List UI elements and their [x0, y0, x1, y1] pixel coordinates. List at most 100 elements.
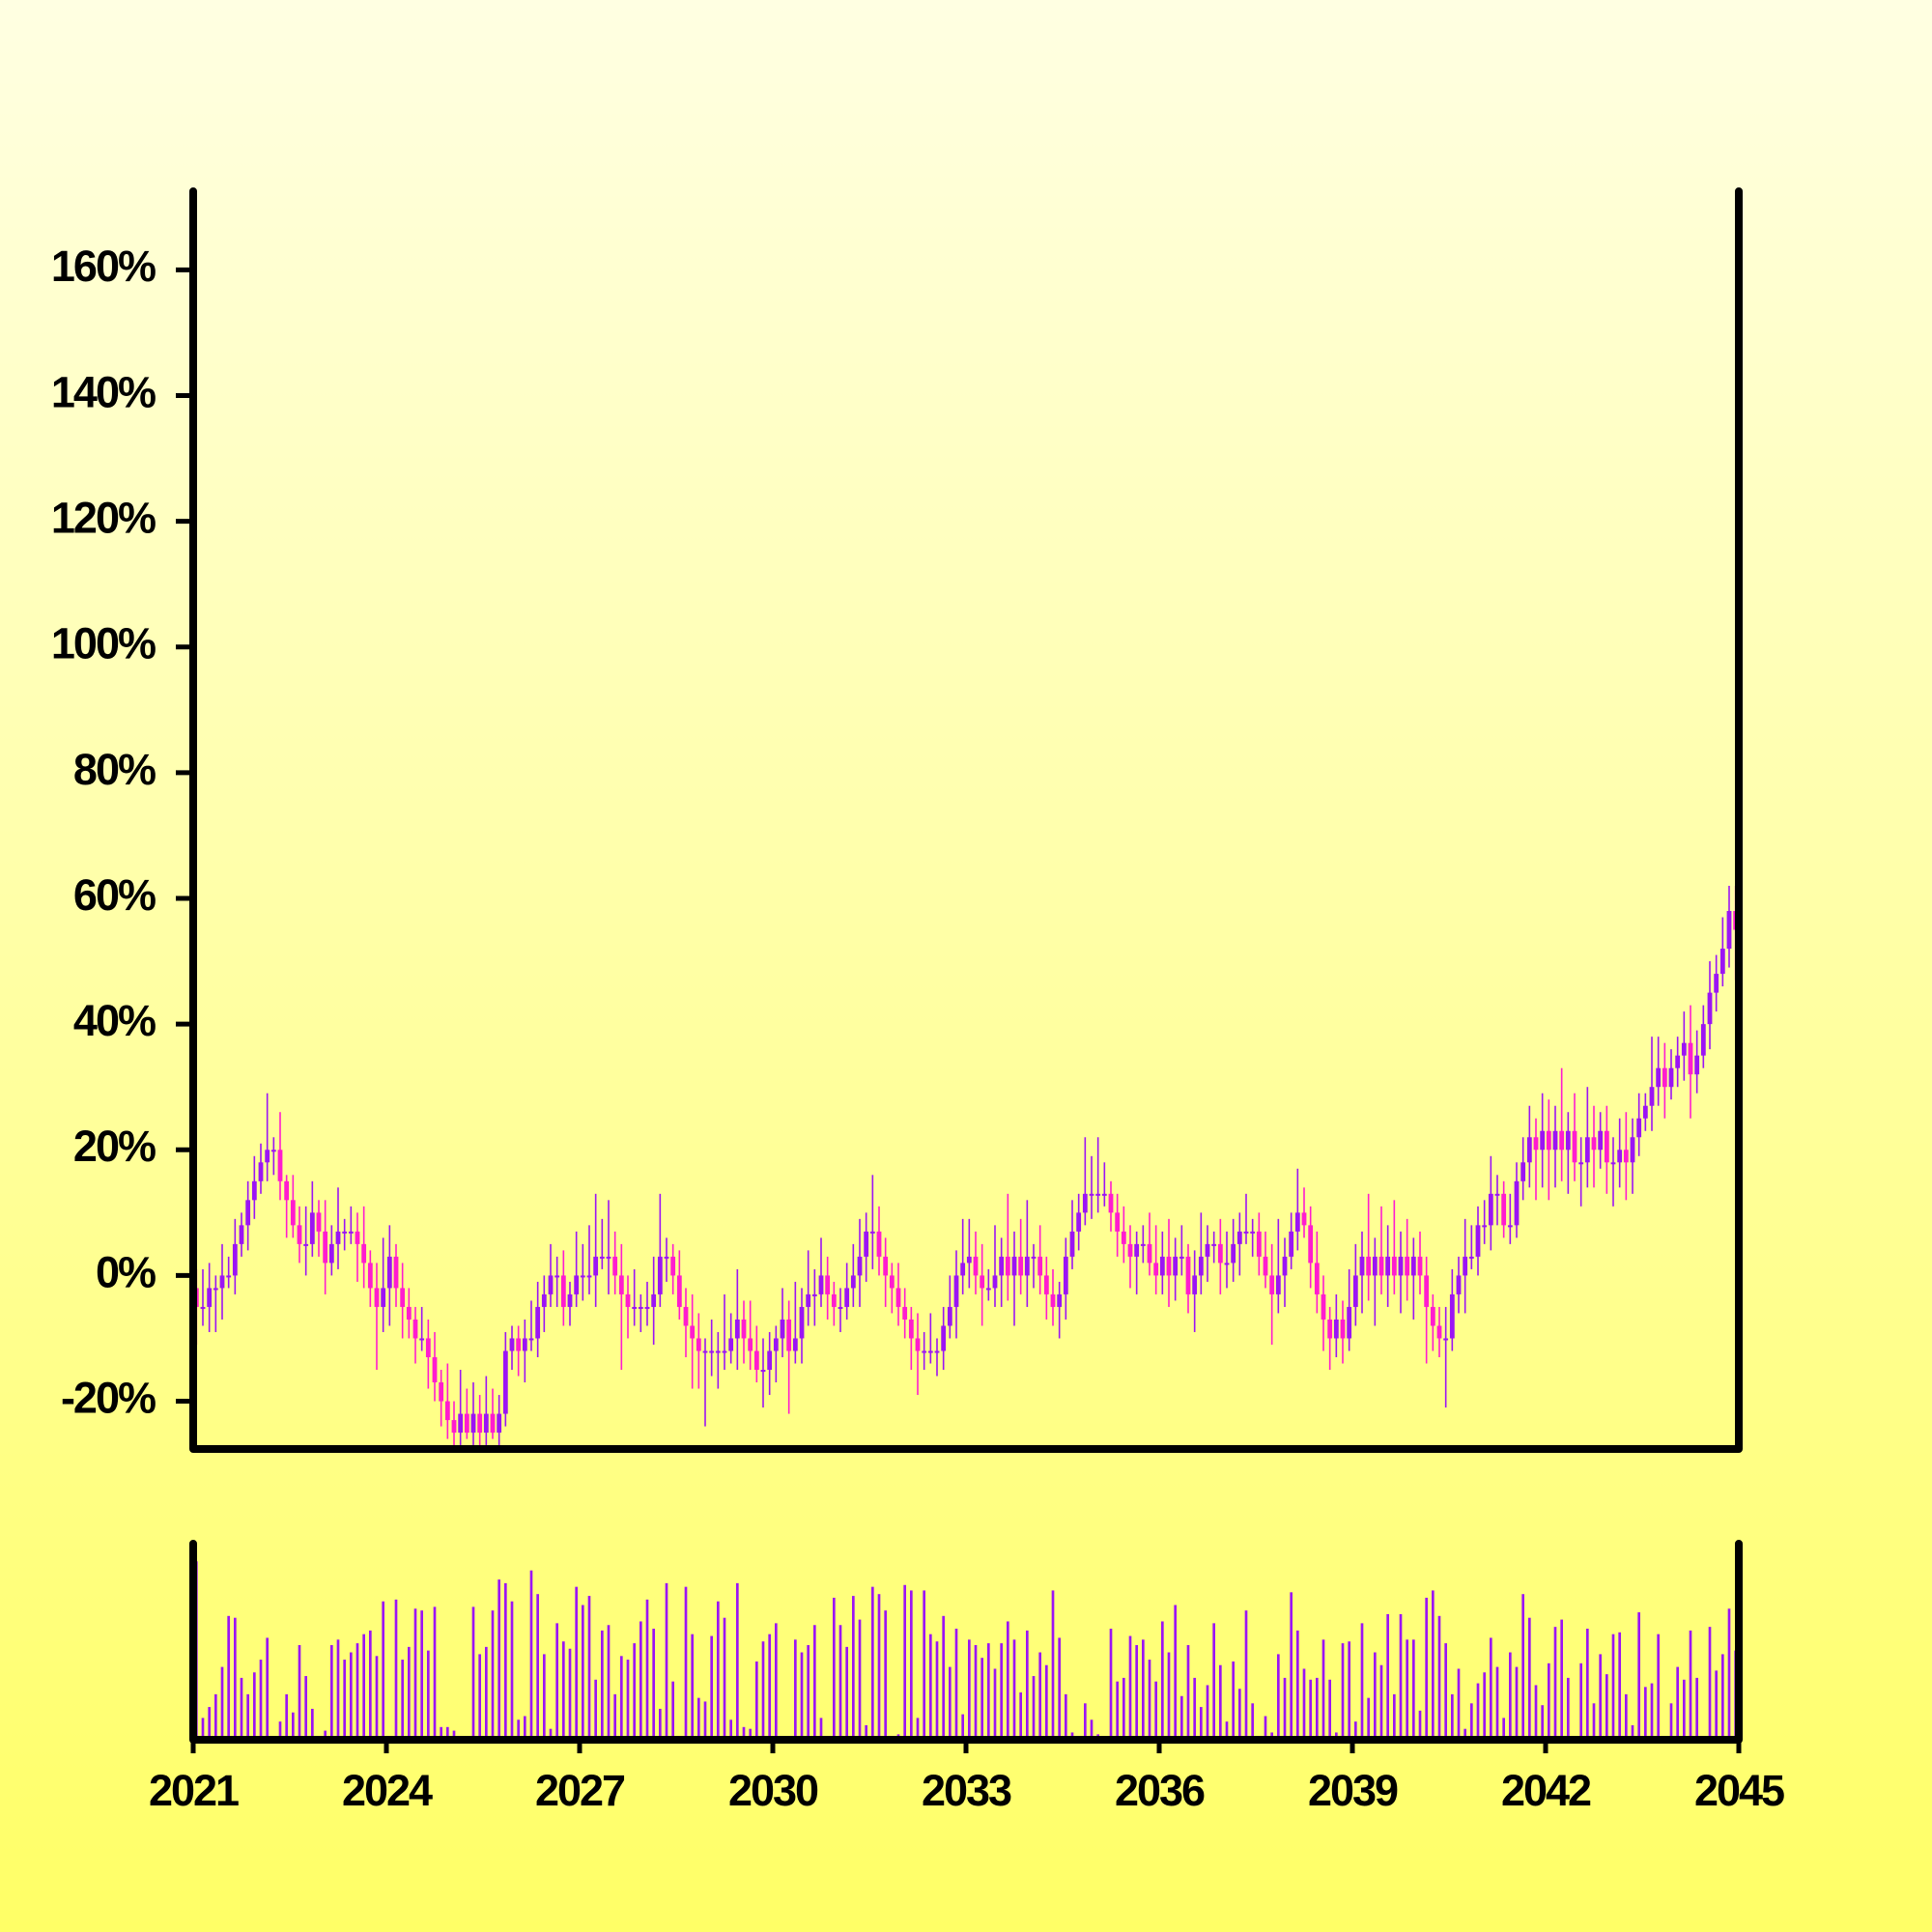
volume-bar — [1019, 1691, 1022, 1740]
volume-bar — [1219, 1664, 1222, 1740]
candle-body — [477, 1413, 483, 1434]
volume-bar — [1463, 1728, 1466, 1740]
candle-body — [400, 1288, 406, 1307]
volume-bar — [1379, 1664, 1383, 1740]
volume-bar — [1618, 1632, 1621, 1740]
candle-body — [638, 1306, 643, 1309]
volume-bar — [1367, 1697, 1370, 1740]
candle-body — [1430, 1306, 1435, 1326]
volume-bar — [1026, 1630, 1029, 1740]
candle-body — [1236, 1231, 1242, 1244]
candle-body — [1173, 1256, 1179, 1276]
candle-body — [232, 1243, 238, 1276]
volume-bar — [1541, 1705, 1544, 1740]
candle-body — [1256, 1231, 1262, 1257]
volume-bar — [214, 1693, 217, 1740]
volume-bar — [1592, 1703, 1596, 1740]
volume-bar — [1579, 1662, 1582, 1740]
volume-bar — [1264, 1716, 1267, 1740]
candle-body — [1610, 1162, 1616, 1165]
volume-bar — [517, 1719, 520, 1740]
candle-body — [1050, 1293, 1056, 1307]
candle-body — [1192, 1275, 1198, 1294]
candle-body — [760, 1370, 766, 1373]
volume-bar — [1038, 1652, 1041, 1740]
candle-body — [915, 1338, 921, 1351]
volume-bar — [234, 1617, 237, 1740]
candle-body — [1359, 1256, 1365, 1276]
candle-body — [786, 1319, 792, 1351]
candle-body — [1005, 1256, 1010, 1276]
candle-body — [1533, 1137, 1539, 1151]
volume-bar — [259, 1660, 263, 1740]
candle-body — [464, 1413, 469, 1434]
volume-bar — [652, 1629, 655, 1740]
candle-body — [548, 1275, 554, 1294]
volume-bar — [504, 1582, 507, 1740]
candle-body — [1385, 1256, 1391, 1276]
candle-body — [1140, 1243, 1146, 1246]
volume-bar — [491, 1610, 495, 1740]
volume-bar — [1109, 1629, 1113, 1740]
candle-body — [612, 1256, 618, 1276]
volume-bar — [1348, 1641, 1350, 1740]
candle-body — [1069, 1231, 1075, 1257]
volume-bar — [1174, 1605, 1177, 1740]
candle-body — [715, 1350, 721, 1353]
volume-bar — [266, 1637, 269, 1740]
volume-bar — [1715, 1670, 1718, 1740]
x-tick-label: 2042 — [1501, 1766, 1591, 1815]
volume-bar — [1631, 1724, 1634, 1740]
candle-body — [1043, 1275, 1049, 1294]
volume-bar — [355, 1643, 359, 1740]
candle-body — [1572, 1130, 1577, 1163]
candle-body — [1115, 1212, 1121, 1232]
candle-body — [245, 1200, 251, 1226]
candle-body — [992, 1275, 998, 1289]
candle-body — [290, 1200, 296, 1226]
volume-bar — [471, 1606, 475, 1740]
candle-body — [554, 1275, 560, 1278]
y-tick-label: -20% — [61, 1373, 156, 1422]
y-tick-label: 100% — [51, 619, 156, 668]
volume-bar — [594, 1679, 597, 1740]
volume-bar — [1695, 1677, 1698, 1740]
volume-bar — [935, 1641, 939, 1740]
candle-body — [1604, 1130, 1609, 1163]
volume-bar — [819, 1718, 823, 1740]
volume-bar — [1167, 1652, 1171, 1740]
volume-bar — [1012, 1639, 1016, 1740]
volume-bar — [1161, 1621, 1164, 1740]
volume-bar — [1142, 1639, 1145, 1740]
volume-bar — [620, 1656, 623, 1740]
volume-bar — [1206, 1685, 1209, 1740]
volume-bar — [253, 1672, 256, 1740]
candle-body — [1224, 1263, 1230, 1265]
volume-bar — [717, 1601, 720, 1740]
candle-body — [960, 1263, 966, 1276]
candle-body — [728, 1338, 734, 1351]
candle-body — [509, 1338, 515, 1351]
candle-body — [818, 1275, 824, 1294]
candle-body — [1289, 1231, 1294, 1257]
volume-bar — [1437, 1615, 1441, 1740]
candle-body — [1598, 1130, 1604, 1151]
candle-body — [889, 1275, 895, 1289]
volume-bar — [1290, 1592, 1293, 1740]
volume-bar — [1509, 1652, 1512, 1740]
volume-bar — [510, 1601, 514, 1740]
x-tick-label: 2036 — [1115, 1766, 1205, 1815]
candle-body — [335, 1231, 341, 1244]
candle-body — [1424, 1275, 1430, 1307]
volume-bar — [1309, 1679, 1312, 1740]
candle-body — [702, 1350, 708, 1353]
candle-body — [1514, 1180, 1520, 1226]
candle-body — [1630, 1137, 1635, 1163]
volume-bar — [703, 1701, 707, 1740]
candle-body — [895, 1288, 901, 1307]
volume-bar — [401, 1660, 404, 1740]
volume-bar — [375, 1656, 379, 1740]
volume-bar — [916, 1718, 920, 1740]
volume-bar — [1122, 1677, 1125, 1740]
